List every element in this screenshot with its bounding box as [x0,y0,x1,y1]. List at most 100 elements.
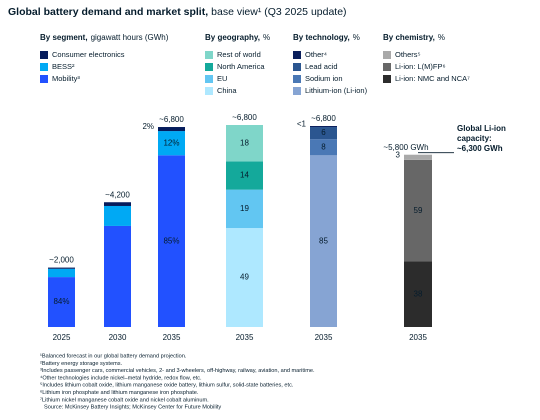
legend-label: Rest of world [217,50,261,59]
bar-segment [104,202,131,206]
legend-swatch [293,63,301,71]
value-label: 85 [319,236,328,245]
panel-unit: % [263,33,270,42]
panel-title: By segment, [40,33,88,42]
legend-label: Consumer electronics [52,50,125,59]
value-label: 59 [414,206,423,215]
annotation: capacity: [457,134,492,143]
footnote: ¹Balanced forecast in our global battery… [40,353,187,359]
bar-segment [310,155,337,327]
panel-unit: gigawatt hours (GWh) [91,33,169,42]
annotation: ~6,300 GWh [457,144,503,153]
bar-segment [48,268,75,278]
legend-swatch [205,75,213,83]
value-label: 8 [321,142,326,151]
bar-segment [48,267,75,269]
x-tick-label: 2025 [53,333,71,342]
legend-label: Lead acid [305,62,338,71]
legend-swatch [383,75,391,83]
title-suffix: base view¹ (Q3 2025 update) [211,6,346,18]
panel-unit: % [438,33,445,42]
legend-label: EU [217,74,227,83]
bar-segment [104,225,131,327]
value-label: 6 [321,128,326,137]
bar-segment [404,154,432,160]
total-label: ~6,800 [311,114,336,123]
bar-segment [158,131,185,156]
value-label: 14 [240,171,249,180]
legend-label: Mobility³ [52,74,80,83]
bar-segment [404,261,432,327]
legend-swatch [205,51,213,59]
title-bold: Global battery demand and market split, [8,6,208,18]
legend-swatch [383,51,391,59]
bar-segment [226,161,263,190]
value-label: 18 [240,138,249,147]
legend-swatch [205,63,213,71]
legend-label: North America [217,62,265,71]
panel-header: By chemistry,% [383,33,445,42]
total-label: ~5,800 GWh [383,143,428,152]
bar-segment [310,139,337,156]
legend-swatch [383,63,391,71]
legend-label: Others⁵ [395,50,421,59]
legend-label: Li-ion: L(M)FP⁶ [395,62,446,71]
footnote: ⁷Lithium nickel manganese cobalt oxide a… [40,396,209,403]
value-label: 49 [240,273,249,282]
total-label: ~6,800 [232,113,257,122]
legend-swatch [40,75,48,83]
value-label: 19 [240,204,249,213]
legend-label: Sodium ion [305,74,343,83]
footnote: ³Includes passenger cars, commercial veh… [40,368,315,374]
bar-segment [226,189,263,229]
total-label: ~2,000 [49,256,74,265]
legend-swatch [293,75,301,83]
x-tick-label: 2035 [409,333,427,342]
x-tick-label: 2035 [163,333,181,342]
value-label: <1 [297,120,307,129]
bar-segment [310,126,337,128]
legend-label: BESS² [52,62,75,71]
legend-label: Other⁴ [305,50,327,59]
bar-segment [310,127,337,140]
total-label: ~4,200 [105,190,130,199]
value-label: 38 [414,289,423,298]
panel-title: By chemistry, [383,33,435,42]
footnote: ²Battery energy storage systems. [40,361,123,367]
value-label: 84% [53,297,69,306]
bar-segment [158,127,185,132]
legend-label: Lithium-ion (Li-ion) [305,86,368,95]
bar-segment [404,159,432,262]
footnote: ⁵Includes lithium cobalt oxide, lithium … [40,382,294,389]
legend-label: China [217,86,237,95]
panel-header: By segment, gigawatt hours (GWh) [40,33,169,42]
bar-segment [48,277,75,327]
footnote: ⁴Other technologies include nickel–metal… [40,374,202,381]
bar-segment [158,155,185,327]
panel-title: By geography, [205,33,260,42]
value-label: 12% [163,138,179,147]
value-label: 3 [396,150,401,159]
x-tick-label: 2030 [109,333,127,342]
x-tick-label: 2035 [236,333,254,342]
bar-segment [104,205,131,226]
panel-header: By technology,% [293,33,360,42]
bar-segment [226,228,263,327]
bar-segment [226,125,263,162]
legend-swatch [40,63,48,71]
legend-swatch [40,51,48,59]
value-label: 2% [142,122,154,131]
value-label: 85% [163,236,179,245]
total-label: ~6,800 [159,115,184,124]
chart-title: Global battery demand and market split, b… [8,6,347,18]
panel-title: By technology, [293,33,350,42]
panel-unit: % [353,33,360,42]
legend-swatch [293,87,301,95]
panel-header: By geography,% [205,33,270,42]
source: Source: McKinsey Battery Insights; McKin… [44,405,221,411]
footnote: ⁶Lithium iron phosphate and lithium mang… [40,389,199,396]
legend-label: Li-ion: NMC and NCA⁷ [395,74,470,83]
x-tick-label: 2035 [315,333,333,342]
legend-swatch [293,51,301,59]
